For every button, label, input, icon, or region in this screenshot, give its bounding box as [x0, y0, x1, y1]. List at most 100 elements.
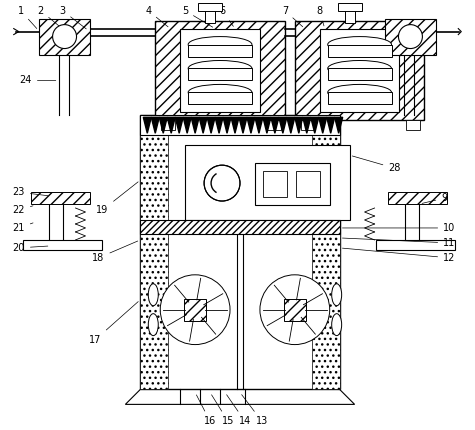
Ellipse shape — [328, 37, 391, 52]
Bar — [328, 68, 391, 80]
Text: 19: 19 — [96, 182, 138, 215]
Bar — [385, 18, 437, 55]
Circle shape — [260, 275, 330, 344]
Bar — [184, 299, 206, 321]
Polygon shape — [287, 117, 295, 133]
Polygon shape — [335, 117, 342, 133]
Bar — [140, 115, 340, 390]
Bar — [205, 9, 215, 23]
Text: 7: 7 — [282, 6, 303, 27]
Ellipse shape — [148, 313, 158, 335]
Circle shape — [160, 275, 230, 344]
Polygon shape — [151, 117, 159, 133]
Text: 6: 6 — [219, 6, 233, 26]
Polygon shape — [311, 117, 319, 133]
Text: 15: 15 — [211, 395, 234, 426]
Bar — [376, 240, 456, 250]
Bar — [388, 192, 447, 204]
Polygon shape — [125, 390, 355, 404]
Text: 13: 13 — [242, 395, 268, 426]
Polygon shape — [263, 117, 271, 133]
Bar — [328, 92, 391, 104]
Ellipse shape — [148, 284, 158, 306]
Polygon shape — [279, 117, 287, 133]
Bar — [263, 171, 287, 197]
Text: 20: 20 — [12, 243, 48, 253]
Bar — [328, 45, 391, 56]
Bar — [295, 21, 424, 120]
Polygon shape — [199, 117, 207, 133]
Ellipse shape — [188, 61, 252, 77]
Bar — [140, 115, 340, 135]
Bar — [407, 120, 420, 130]
Bar — [198, 3, 222, 11]
Polygon shape — [207, 117, 215, 133]
Polygon shape — [247, 117, 255, 133]
Bar — [255, 163, 330, 205]
Bar — [345, 9, 355, 23]
Text: 28: 28 — [352, 156, 401, 173]
Polygon shape — [191, 117, 199, 133]
Polygon shape — [255, 117, 263, 133]
Bar — [284, 299, 306, 321]
Bar — [267, 120, 281, 130]
Bar — [188, 45, 252, 56]
Bar — [188, 92, 252, 104]
Text: 3: 3 — [59, 6, 86, 29]
Polygon shape — [159, 117, 167, 133]
Polygon shape — [223, 117, 231, 133]
Polygon shape — [143, 117, 151, 133]
Text: 2: 2 — [38, 6, 62, 29]
Text: 4: 4 — [145, 6, 168, 27]
Bar — [188, 68, 252, 80]
Bar — [301, 120, 315, 130]
Circle shape — [53, 25, 76, 49]
Bar — [296, 171, 320, 197]
Polygon shape — [183, 117, 191, 133]
Ellipse shape — [332, 284, 342, 306]
Bar — [140, 220, 340, 234]
Polygon shape — [167, 117, 175, 133]
Text: 18: 18 — [92, 241, 138, 263]
Text: 14: 14 — [227, 395, 251, 426]
Polygon shape — [271, 117, 279, 133]
Text: 21: 21 — [12, 223, 33, 233]
Circle shape — [204, 165, 240, 201]
Polygon shape — [215, 117, 223, 133]
Polygon shape — [327, 117, 335, 133]
Polygon shape — [175, 117, 183, 133]
Polygon shape — [231, 117, 239, 133]
Bar — [320, 29, 399, 112]
Text: 5: 5 — [182, 6, 213, 27]
Text: 16: 16 — [197, 395, 216, 426]
Polygon shape — [295, 117, 303, 133]
Text: 22: 22 — [12, 205, 33, 215]
Bar — [338, 3, 361, 11]
Text: 1: 1 — [18, 6, 37, 28]
Bar — [155, 21, 285, 120]
Bar — [140, 115, 168, 390]
Bar — [161, 120, 175, 130]
Ellipse shape — [188, 37, 252, 52]
Ellipse shape — [328, 61, 391, 77]
Text: 12: 12 — [342, 248, 456, 263]
Circle shape — [399, 25, 422, 49]
Text: 23: 23 — [12, 187, 48, 197]
Text: 17: 17 — [89, 301, 138, 344]
Ellipse shape — [188, 84, 252, 100]
Ellipse shape — [328, 84, 391, 100]
Ellipse shape — [332, 313, 342, 335]
Polygon shape — [303, 117, 311, 133]
Text: 11: 11 — [342, 238, 456, 248]
Bar — [312, 115, 340, 390]
Bar — [180, 29, 260, 112]
Text: 10: 10 — [342, 223, 456, 233]
Bar — [185, 145, 350, 220]
Bar — [23, 240, 103, 250]
Polygon shape — [239, 117, 247, 133]
Bar — [31, 192, 90, 204]
Bar — [38, 18, 90, 55]
Text: 24: 24 — [19, 75, 56, 86]
Text: 8: 8 — [317, 6, 324, 26]
Text: 9: 9 — [422, 193, 447, 203]
